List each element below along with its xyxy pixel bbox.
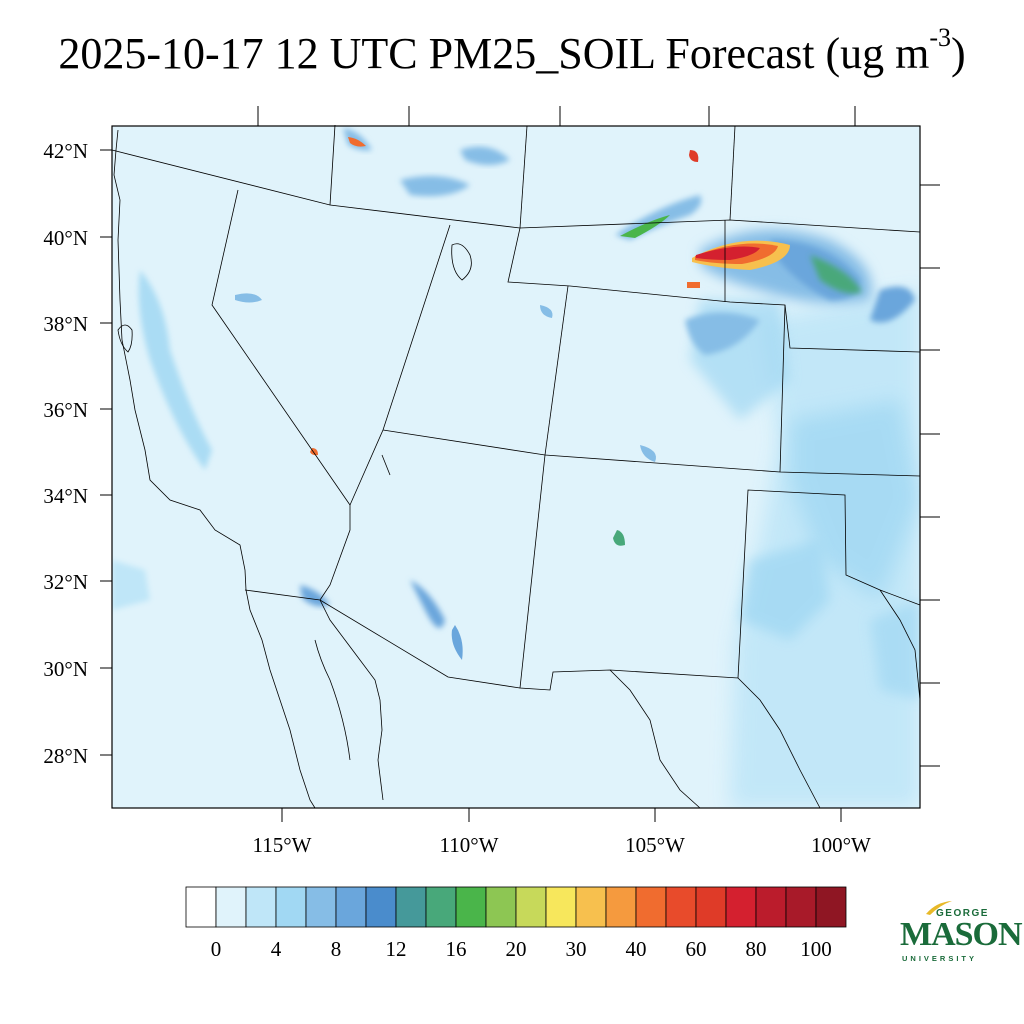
colorbar-label: 30 (566, 937, 587, 961)
colorbar-swatch (635, 886, 667, 928)
colorbar-label: 40 (626, 937, 647, 961)
axis-ticks (100, 106, 940, 822)
colorbar-label: 60 (686, 937, 707, 961)
colorbar-swatch (575, 886, 607, 928)
colorbar-label: 100 (800, 937, 832, 961)
gmu-logo: GEORGE MASON UNIVERSITY (898, 900, 1023, 970)
lat-label: 36°N (43, 398, 88, 422)
colorbar-swatch (545, 886, 577, 928)
lon-label: 115°W (253, 833, 312, 857)
latitude-labels: 42°N 40°N 38°N 36°N 34°N 32°N 30°N 28°N (43, 139, 88, 768)
colorbar-swatch (425, 886, 457, 928)
colorbar-swatch (665, 886, 697, 928)
concentration-field (112, 128, 920, 808)
colorbar-swatch (395, 886, 427, 928)
colorbar-swatch (815, 886, 847, 928)
colorbar-swatch (305, 886, 337, 928)
lat-label: 28°N (43, 744, 88, 768)
lon-label: 110°W (440, 833, 499, 857)
swoosh-icon (926, 901, 952, 915)
colorbar-swatch (485, 886, 517, 928)
longitude-labels: 115°W 110°W 105°W 100°W (253, 833, 872, 857)
colorbar-swatch (695, 886, 727, 928)
colorbar-label: 80 (746, 937, 767, 961)
lon-label: 100°W (811, 833, 871, 857)
colorbar-label: 8 (331, 937, 342, 961)
lat-label: 38°N (43, 312, 88, 336)
colorbar: 0 4 8 12 16 20 30 40 60 80 100 (185, 886, 847, 961)
colorbar-swatch (755, 886, 787, 928)
boundaries (111, 124, 921, 809)
lat-label: 34°N (43, 484, 88, 508)
map-frame (111, 125, 921, 809)
colorbar-swatch (785, 886, 817, 928)
colorbar-label: 0 (211, 937, 222, 961)
lat-label: 32°N (43, 570, 88, 594)
colorbar-swatch (335, 886, 367, 928)
colorbar-label: 16 (446, 937, 467, 961)
lat-label: 40°N (43, 226, 88, 250)
colorbar-swatch (245, 886, 277, 928)
lon-label: 105°W (625, 833, 685, 857)
colorbar-label: 12 (386, 937, 407, 961)
colorbar-swatch (455, 886, 487, 928)
colorbar-swatch (215, 886, 247, 928)
colorbar-label: 4 (271, 937, 282, 961)
colorbar-label: 20 (506, 937, 527, 961)
colorbar-swatch (515, 886, 547, 928)
lat-label: 30°N (43, 657, 88, 681)
colorbar-swatch (605, 886, 637, 928)
colorbar-swatch (365, 886, 397, 928)
colorbar-swatch (725, 886, 757, 928)
colorbar-swatch (275, 886, 307, 928)
lat-label: 42°N (43, 139, 88, 163)
colorbar-swatch (185, 886, 217, 928)
map-title: 2025-10-17 12 UTC PM25_SOIL Forecast (ug… (58, 23, 966, 78)
